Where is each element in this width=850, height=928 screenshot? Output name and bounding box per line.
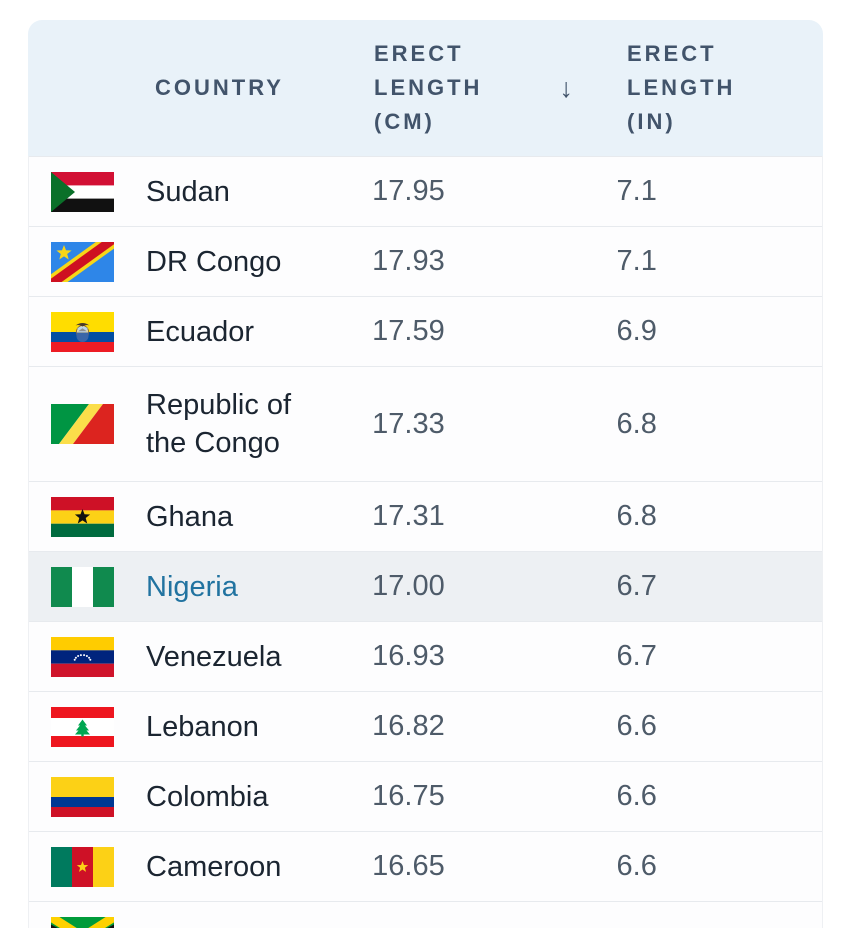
erect-length-in-value: 6.7 xyxy=(616,640,657,672)
table-row: Sudan 17.95 7.1 xyxy=(29,156,822,226)
table-row: Cameroon 16.65 6.6 xyxy=(29,831,822,901)
country-name: Lebanon xyxy=(146,710,259,743)
erect-length-in-value: 7.1 xyxy=(616,175,657,207)
country-cell xyxy=(29,916,372,928)
table-row: Ecuador 17.59 6.9 xyxy=(29,296,822,366)
country-cell: Nigeria xyxy=(29,566,372,607)
erect-length-cm-value: 17.31 xyxy=(372,500,445,532)
country-name: Ecuador xyxy=(146,315,255,348)
header-erect-length-in[interactable]: ERECT LENGTH (IN) xyxy=(617,37,823,139)
erect-length-in-value: 6.8 xyxy=(616,500,657,532)
erect-length-in-value: 6.7 xyxy=(616,570,657,602)
country-cell: Sudan xyxy=(29,171,372,212)
erect-length-cm-value: 17.93 xyxy=(372,245,445,277)
colombia-flag-icon xyxy=(51,776,114,817)
table-row: Venezuela 16.93 6.7 xyxy=(29,621,822,691)
header-country-label: COUNTRY xyxy=(155,75,284,100)
country-cell: Venezuela xyxy=(29,636,372,677)
country-name: Colombia xyxy=(146,780,269,813)
table-row: Republic of the Congo 17.33 6.8 xyxy=(29,366,822,481)
dr-congo-flag-icon xyxy=(51,241,114,282)
country-cell: Republic of the Congo xyxy=(29,386,372,462)
erect-length-in-value: 6.9 xyxy=(616,315,657,347)
erect-length-cm-value: 17.33 xyxy=(372,407,445,440)
country-name: Venezuela xyxy=(146,640,282,673)
country-cell: Cameroon xyxy=(29,846,372,887)
country-name: DR Congo xyxy=(146,245,282,278)
erect-length-in-value: 6.6 xyxy=(616,780,657,812)
erect-length-in-value: 6.6 xyxy=(616,710,657,742)
header-erect-length-in-label: ERECT LENGTH (IN) xyxy=(627,41,736,134)
country-cell: DR Congo xyxy=(29,241,372,282)
table-row: Lebanon 16.82 6.6 xyxy=(29,691,822,761)
ghana-flag-icon xyxy=(51,496,114,537)
erect-length-cm-value: 16.93 xyxy=(372,640,445,672)
country-name: Sudan xyxy=(146,175,230,208)
erect-length-cm-value: 16.75 xyxy=(372,780,445,812)
country-cell: Ecuador xyxy=(29,311,372,352)
cameroon-flag-icon xyxy=(51,846,114,887)
country-name: Ghana xyxy=(146,500,234,533)
erect-length-in-value: 6.8 xyxy=(616,407,657,440)
country-name: Republic of the Congo xyxy=(146,389,292,459)
jamaica-flag-icon xyxy=(51,916,114,928)
table-row: Nigeria 17.00 6.7 xyxy=(29,551,822,621)
country-name[interactable]: Nigeria xyxy=(146,570,238,603)
country-size-table: COUNTRY ERECT LENGTH (CM) ↓ ERECT LENGTH… xyxy=(28,20,823,928)
nigeria-flag-icon xyxy=(51,566,114,607)
erect-length-cm-value: 16.82 xyxy=(372,710,445,742)
table-row: Colombia 16.75 6.6 xyxy=(29,761,822,831)
ecuador-flag-icon xyxy=(51,311,114,352)
table-row: Ghana 17.31 6.8 xyxy=(29,481,822,551)
erect-length-cm-value: 17.59 xyxy=(372,315,445,347)
table-row xyxy=(29,901,822,928)
header-country[interactable]: COUNTRY xyxy=(28,71,372,105)
erect-length-in-value: 7.1 xyxy=(616,245,657,277)
table-body: Sudan 17.95 7.1 DR Congo 17.93 7.1 Ecuad… xyxy=(28,156,823,928)
header-erect-length-cm-label: ERECT LENGTH (CM) xyxy=(374,41,483,134)
country-name: Cameroon xyxy=(146,850,282,883)
republic-of-the-congo-flag-icon xyxy=(51,404,114,444)
table-row: DR Congo 17.93 7.1 xyxy=(29,226,822,296)
erect-length-in-value: 6.6 xyxy=(616,850,657,882)
header-erect-length-cm[interactable]: ERECT LENGTH (CM) ↓ xyxy=(372,37,617,139)
table-header-row: COUNTRY ERECT LENGTH (CM) ↓ ERECT LENGTH… xyxy=(28,20,823,156)
sudan-flag-icon xyxy=(51,171,114,212)
country-cell: Ghana xyxy=(29,496,372,537)
erect-length-cm-value: 17.00 xyxy=(372,570,445,602)
sort-descending-icon[interactable]: ↓ xyxy=(559,73,574,103)
lebanon-flag-icon xyxy=(51,706,114,747)
venezuela-flag-icon xyxy=(51,636,114,677)
country-cell: Lebanon xyxy=(29,706,372,747)
erect-length-cm-value: 16.65 xyxy=(372,850,445,882)
erect-length-cm-value: 17.95 xyxy=(372,175,445,207)
country-cell: Colombia xyxy=(29,776,372,817)
